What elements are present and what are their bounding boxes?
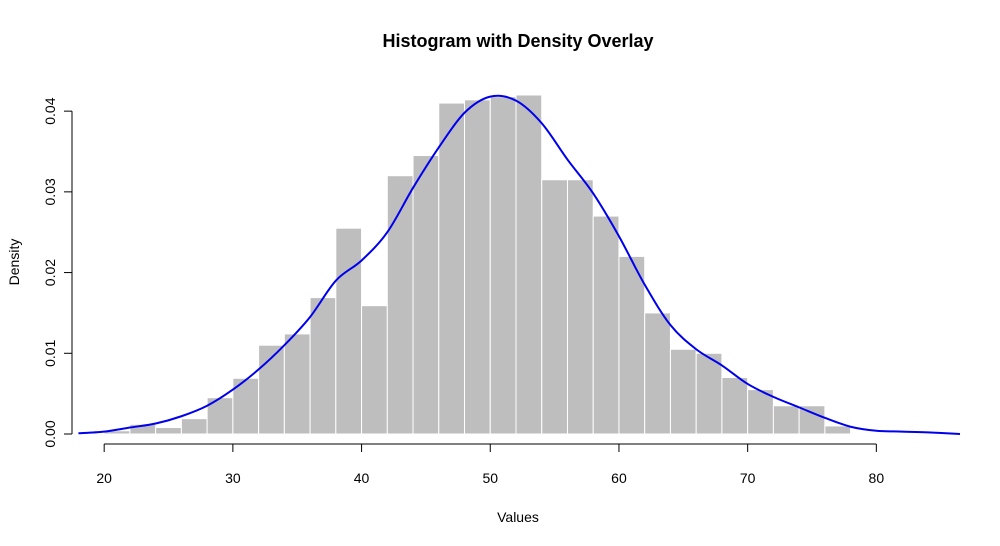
histogram-bar-10 (361, 305, 388, 435)
histogram-bar-22 (669, 348, 697, 435)
histogram-bar-14 (464, 99, 491, 435)
histogram-bar-18 (566, 179, 594, 435)
histogram-bar-19 (592, 215, 620, 435)
histogram-bar-16 (515, 94, 543, 435)
histogram-bar-23 (695, 352, 723, 435)
x-tick-label-6: 80 (869, 470, 885, 486)
x-tick-label-0: 20 (96, 470, 112, 486)
histogram-bar-20 (618, 255, 646, 435)
histogram-bar-12 (412, 155, 440, 435)
histogram-bar-11 (386, 175, 414, 435)
y-tick-label-1: 0.01 (42, 339, 58, 366)
y-tick-label-3: 0.03 (42, 178, 58, 205)
y-axis: 0.00 0.01 0.02 0.03 0.04 (42, 97, 73, 448)
histogram-bar-15 (489, 96, 517, 435)
histogram-bar-13 (438, 102, 466, 435)
x-tick-label-4: 60 (611, 470, 627, 486)
histogram-bar-27 (798, 405, 826, 435)
x-tick-label-3: 50 (482, 470, 498, 486)
x-tick-label-2: 40 (354, 470, 370, 486)
histogram-bar-17 (541, 179, 568, 435)
x-axis-label: Values (497, 509, 539, 525)
density-curve (78, 94, 961, 435)
histogram-bar-6 (258, 344, 285, 435)
histogram-bar-24 (721, 377, 749, 435)
x-tick-label-5: 70 (740, 470, 756, 486)
histogram-bar-28 (824, 425, 852, 435)
histogram-bar-3 (180, 418, 208, 435)
y-tick-label-2: 0.02 (42, 259, 58, 286)
histogram-bar-21 (644, 312, 671, 435)
y-axis-label: Density (6, 239, 22, 286)
histogram-bar-2 (155, 427, 182, 435)
x-axis: 20 30 40 50 60 70 80 (96, 443, 885, 486)
histogram-bar-25 (747, 389, 774, 435)
histogram-bars (103, 94, 852, 435)
histogram-bar-9 (335, 227, 363, 435)
chart-title: Histogram with Density Overlay (382, 31, 653, 51)
histogram-bar-26 (772, 405, 800, 435)
histogram-bar-8 (309, 297, 337, 435)
histogram-bar-7 (283, 333, 311, 435)
y-tick-label-4: 0.04 (42, 97, 58, 124)
x-tick-label-1: 30 (225, 470, 241, 486)
y-tick-label-0: 0.00 (42, 420, 58, 447)
